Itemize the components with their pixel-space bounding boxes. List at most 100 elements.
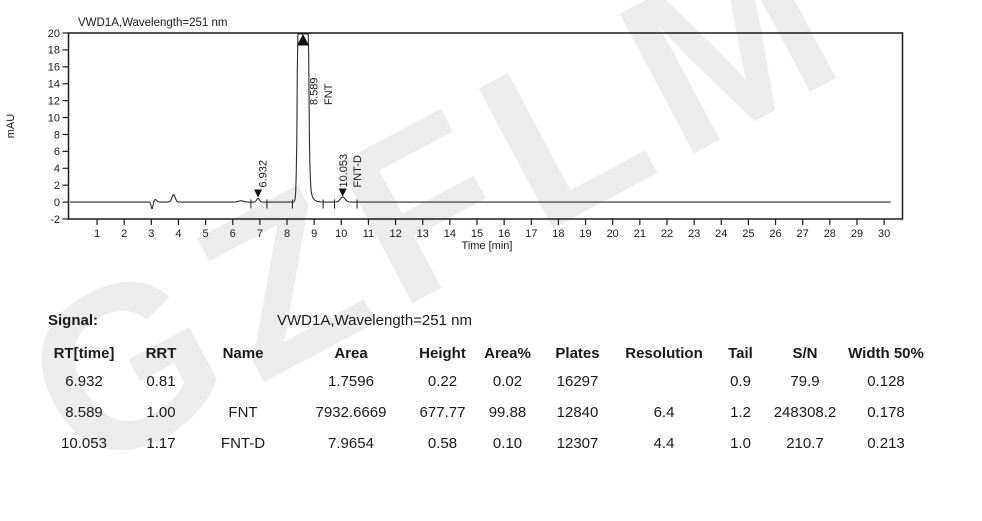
y-tick-label: 4 [54,163,60,175]
column-header: RRT [145,344,177,362]
x-tick-label: 13 [417,228,429,240]
y-tick-label: 14 [48,79,60,91]
table-cell: 0.02 [492,373,523,390]
y-tick-label: 6 [54,146,60,158]
chart-title: VWD1A,Wavelength=251 nm [78,17,227,29]
signal-label: Signal: [48,312,99,329]
table-cell: 7.9654 [328,435,374,452]
x-tick-label: 23 [688,228,700,240]
table-cell [615,366,713,397]
column-header: Resolution [625,344,703,362]
table-cell: 677.77 [419,404,466,421]
x-tick-label: 10 [335,228,347,240]
table-cell: 0.213 [867,435,905,452]
table-header-row: RT[time] RRT Name Area Height Area% Plates Reso… [40,340,930,366]
y-tick-label: 0 [54,197,60,209]
x-tick-label: 24 [715,228,727,240]
signal-row: Signal: VWD1A,Wavelength=251 nm [0,312,982,330]
y-tick-label: 10 [48,112,60,124]
peak-rt-label: 10.053 [338,154,350,188]
column-header: Tail [728,344,753,362]
x-tick-label: 8 [284,228,290,240]
signal-value: VWD1A,Wavelength=251 nm [277,312,472,329]
integration-marks [250,199,358,209]
x-tick-label: 22 [661,228,673,240]
x-tick-label: 17 [525,228,537,240]
column-header: S/N [792,344,818,362]
table-cell: 1.0 [730,435,751,452]
table-cell: 0.178 [867,404,905,421]
x-tick-label: 1 [94,228,100,240]
table-cell: 6.4 [653,404,675,421]
x-tick-label: 9 [311,228,317,240]
table-cell: 79.9 [790,373,820,390]
table-cell: 1.00 [146,404,176,421]
peak-name-label: FNT-D [352,155,364,187]
y-axis-ticks: -2 0 2 4 6 8 10 12 14 16 18 20 [48,28,69,226]
x-tick-label: 4 [175,228,181,240]
table-cell: 0.81 [146,373,176,390]
peak-name-label: FNT [323,83,335,105]
chart-section: VWD1A,Wavelength=251 nm mAU Time [min] -… [5,17,904,252]
table-cell: 1.2 [730,404,751,421]
x-tick-label: 12 [389,228,401,240]
peak-results-table: RT[time] RRT Name Area Height Area% Plates Reso… [40,340,930,459]
table-cell: FNT-D [220,435,266,452]
x-tick-label: 26 [769,228,781,240]
table-cell: 16297 [556,373,599,390]
x-axis-ticks: 1 2 3 4 5 6 7 8 9 10 11 12 13 14 15 16 17 18 19 20 21 22 23 24 2… [94,219,890,240]
x-tick-label: 15 [471,228,483,240]
x-tick-label: 7 [257,228,263,240]
table-cell: 248308.2 [773,404,837,421]
column-header: RT[time] [53,344,115,362]
x-tick-label: 30 [878,228,890,240]
column-header: Width 50% [848,344,924,362]
chromatogram: VWD1A,Wavelength=251 nm mAU Time [min] -… [5,17,904,252]
x-tick-label: 27 [797,228,809,240]
x-tick-label: 5 [203,228,209,240]
table-row: 6.932 0.81 1.7596 0.22 0.02 16297 0.9 79.9 0.128 [40,366,930,397]
table-cell: 0.9 [730,373,751,390]
y-tick-label: 12 [48,95,60,107]
peak-marker-down-icon [338,188,347,197]
peak-rt-label: 8.589 [309,77,321,105]
table-cell: 0.22 [427,373,458,390]
x-tick-label: 14 [444,228,456,240]
x-tick-label: 2 [121,228,127,240]
table-cell: 210.7 [786,435,824,452]
y-tick-label: 16 [48,62,60,74]
table-cell: 4.4 [653,435,675,452]
x-tick-label: 21 [634,228,646,240]
x-tick-label: 16 [498,228,510,240]
table-cell: 1.7596 [328,373,374,390]
x-tick-label: 11 [363,228,374,240]
x-tick-label: 29 [851,228,863,240]
table-cell: 10.053 [61,435,107,452]
table-cell: 1.17 [146,435,176,452]
table-row: 10.053 1.17 FNT-D 7.9654 0.58 0.10 12307 4.4 1.0… [40,428,930,459]
column-header: Area [334,344,368,362]
table-cell: 12307 [556,435,599,452]
table-cell: 0.128 [867,373,905,390]
peak-rt-label: 6.932 [258,160,270,188]
column-header: Height [419,344,466,362]
column-header: Plates [555,344,600,362]
table-row: 8.589 1.00 FNT 7932.6669 677.77 99.88 12840 6.4… [40,397,930,428]
column-header: Name [222,344,264,362]
x-tick-label: 25 [742,228,754,240]
table-cell: 8.589 [65,404,103,421]
y-axis-label: mAU [5,114,17,139]
y-tick-label: 8 [54,129,60,141]
column-header: Area% [484,344,531,362]
x-tick-label: 18 [552,228,564,240]
x-tick-label: 3 [148,228,154,240]
chromatogram-trace [69,33,891,210]
peak-marker-down-icon [254,189,263,198]
x-tick-label: 19 [579,228,591,240]
table-cell: 6.932 [65,373,103,390]
x-tick-label: 20 [607,228,619,240]
table-cell: 0.10 [492,435,523,452]
y-tick-label: 18 [48,45,60,57]
table-cell: 7932.6669 [315,404,387,421]
